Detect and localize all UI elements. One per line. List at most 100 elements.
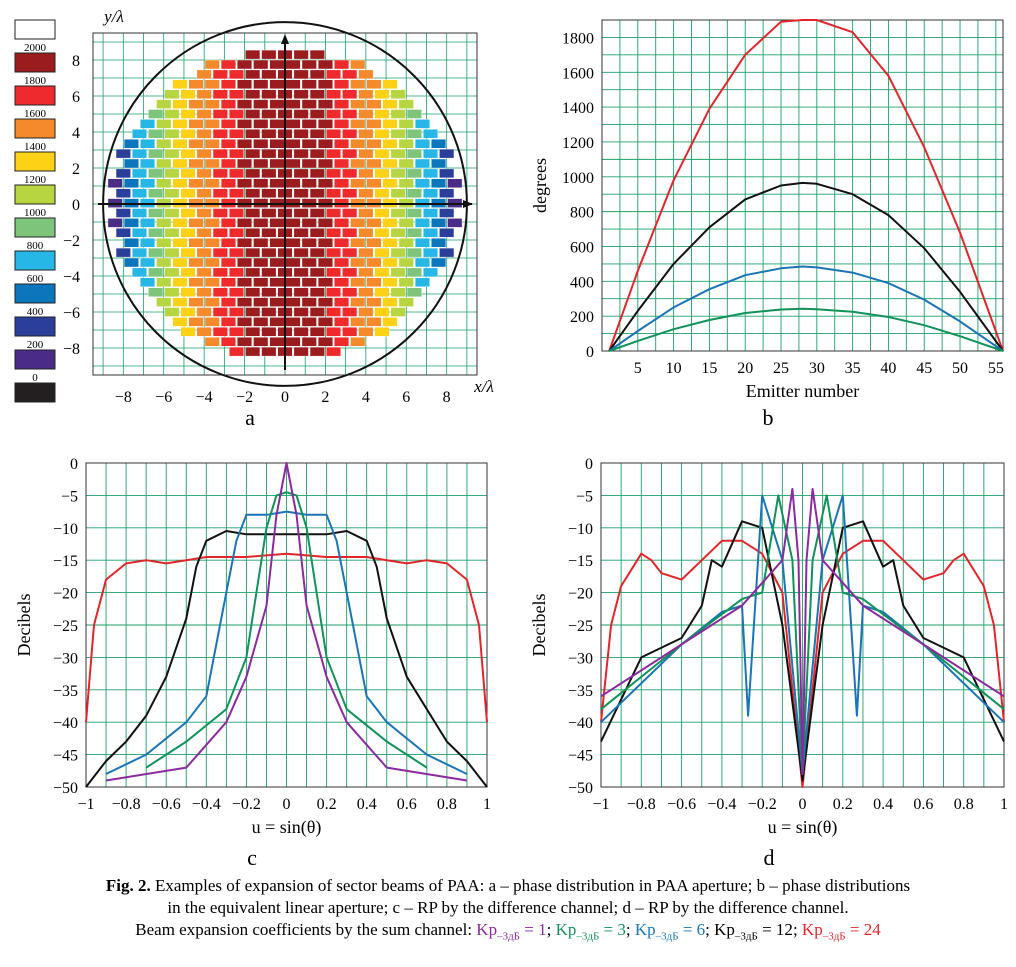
y-tick-label: 200: [570, 309, 594, 326]
aperture-element: [164, 208, 180, 218]
aperture-element: [317, 59, 333, 70]
x-tick-label: 15: [701, 360, 717, 377]
figure-canvas: 2000180016001400120010008006004002000−8−…: [14, 7, 1008, 870]
aperture-element: [358, 287, 374, 297]
aperture-element: [382, 158, 398, 169]
aperture-element: [374, 307, 390, 317]
aperture-element: [406, 148, 422, 159]
series-line-black: [600, 520, 1005, 782]
aperture-element: [358, 109, 374, 119]
aperture-element: [269, 119, 285, 129]
aperture-element: [317, 317, 333, 327]
aperture-element: [342, 208, 358, 218]
y-tick-label: −15: [568, 553, 593, 570]
aperture-element: [431, 257, 447, 268]
aperture-element: [172, 237, 188, 248]
aperture-element: [309, 267, 325, 278]
plot-frame: [601, 19, 1004, 352]
y-tick-label: 0: [585, 456, 593, 473]
aperture-element: [269, 237, 285, 248]
aperture-element: [253, 79, 269, 90]
aperture-element: [326, 89, 341, 99]
aperture-element: [196, 129, 212, 139]
aperture-element: [326, 129, 341, 139]
y-axis-label: y/λ: [102, 7, 124, 26]
aperture-element: [269, 317, 285, 327]
aperture-element: [366, 277, 382, 287]
aperture-element: [326, 208, 341, 218]
aperture-element: [317, 277, 333, 287]
aperture-element: [140, 119, 156, 129]
aperture-element: [269, 337, 285, 347]
aperture-element: [188, 119, 204, 129]
aperture-element: [148, 129, 164, 139]
x-axis-label: x/λ: [473, 377, 494, 396]
aperture-element: [196, 287, 212, 297]
aperture-element: [358, 89, 374, 99]
aperture-element: [269, 99, 285, 109]
aperture-element: [382, 79, 398, 90]
aperture-element: [261, 49, 277, 60]
panel-b-line-chart: 5 10 15 20 25 30 35 40 45 50 55 0 200 400 600 800 1000 12…: [530, 19, 1004, 430]
aperture-element: [115, 208, 131, 218]
aperture-element: [269, 257, 285, 268]
y-tick-label: −5: [576, 488, 593, 505]
aperture-element: [261, 267, 277, 278]
aperture-element: [374, 129, 390, 139]
aperture-element: [390, 109, 406, 119]
colorbar-swatch: [14, 382, 56, 403]
aperture-element: [115, 148, 131, 159]
y-tick-label: 4: [72, 125, 80, 142]
aperture-element: [390, 267, 406, 278]
x-tick-label: 55: [988, 360, 1004, 377]
aperture-element: [172, 79, 188, 90]
coeff-12: Kp–3дБ = 12: [714, 920, 793, 943]
aperture-element: [382, 99, 398, 109]
aperture-element: [237, 59, 253, 70]
aperture-element: [115, 247, 131, 258]
x-tick-label: 0.8: [954, 796, 974, 813]
y-tick-label: −8: [63, 341, 80, 358]
aperture-element: [245, 247, 261, 258]
aperture-element: [164, 148, 180, 159]
x-tick-label: 0.8: [437, 796, 457, 813]
aperture-element: [269, 218, 285, 228]
y-tick-label: −4: [63, 269, 80, 286]
aperture-element: [269, 178, 285, 189]
aperture-element: [156, 99, 172, 109]
y-tick-label: −2: [63, 233, 80, 250]
aperture-element: [309, 89, 325, 99]
aperture-element: [172, 277, 188, 287]
aperture-element: [188, 218, 204, 228]
aperture-element: [382, 119, 398, 129]
aperture-element: [366, 138, 382, 149]
aperture-element: [164, 307, 180, 317]
aperture-element: [309, 208, 325, 218]
aperture-element: [374, 148, 390, 159]
aperture-element: [326, 247, 341, 258]
aperture-element: [245, 49, 261, 60]
x-tick-label: 30: [809, 360, 825, 377]
aperture-element: [204, 178, 220, 189]
aperture-element: [317, 79, 333, 90]
aperture-element: [204, 158, 220, 169]
aperture-element: [390, 148, 406, 159]
aperture-element: [156, 218, 172, 228]
aperture-element: [220, 119, 236, 129]
colorbar-swatch: [14, 151, 56, 172]
aperture-element: [326, 109, 341, 119]
aperture-element: [423, 228, 438, 238]
aperture-element: [414, 257, 430, 268]
x-tick-label: 20: [737, 360, 753, 377]
aperture-element: [301, 79, 317, 90]
aperture-element: [342, 267, 358, 278]
aperture-element: [390, 307, 406, 317]
aperture-element: [132, 247, 147, 258]
aperture-element: [293, 228, 309, 238]
x-tick-label: 0.6: [913, 796, 933, 813]
y-axis-label: Decibels: [529, 594, 549, 657]
aperture-element: [156, 158, 172, 169]
colorbar-swatch: [14, 85, 56, 106]
aperture-element: [245, 148, 261, 159]
x-tick-label: 0.2: [833, 796, 853, 813]
